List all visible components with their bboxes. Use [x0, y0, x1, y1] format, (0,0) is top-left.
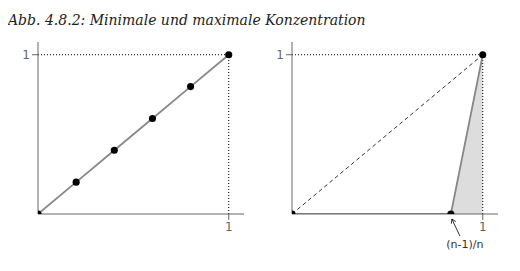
svg-text:1: 1	[479, 220, 487, 234]
svg-text:1: 1	[225, 220, 233, 234]
svg-text:(n-1)/n: (n-1)/n	[446, 238, 483, 251]
html-text:Abb. 4.8.2: Minimale und maxim: Abb. 4.8.2: Minimale und maximale Konzen…	[8, 12, 366, 28]
svg-text:1: 1	[22, 48, 30, 62]
svg-text:1: 1	[276, 48, 284, 62]
